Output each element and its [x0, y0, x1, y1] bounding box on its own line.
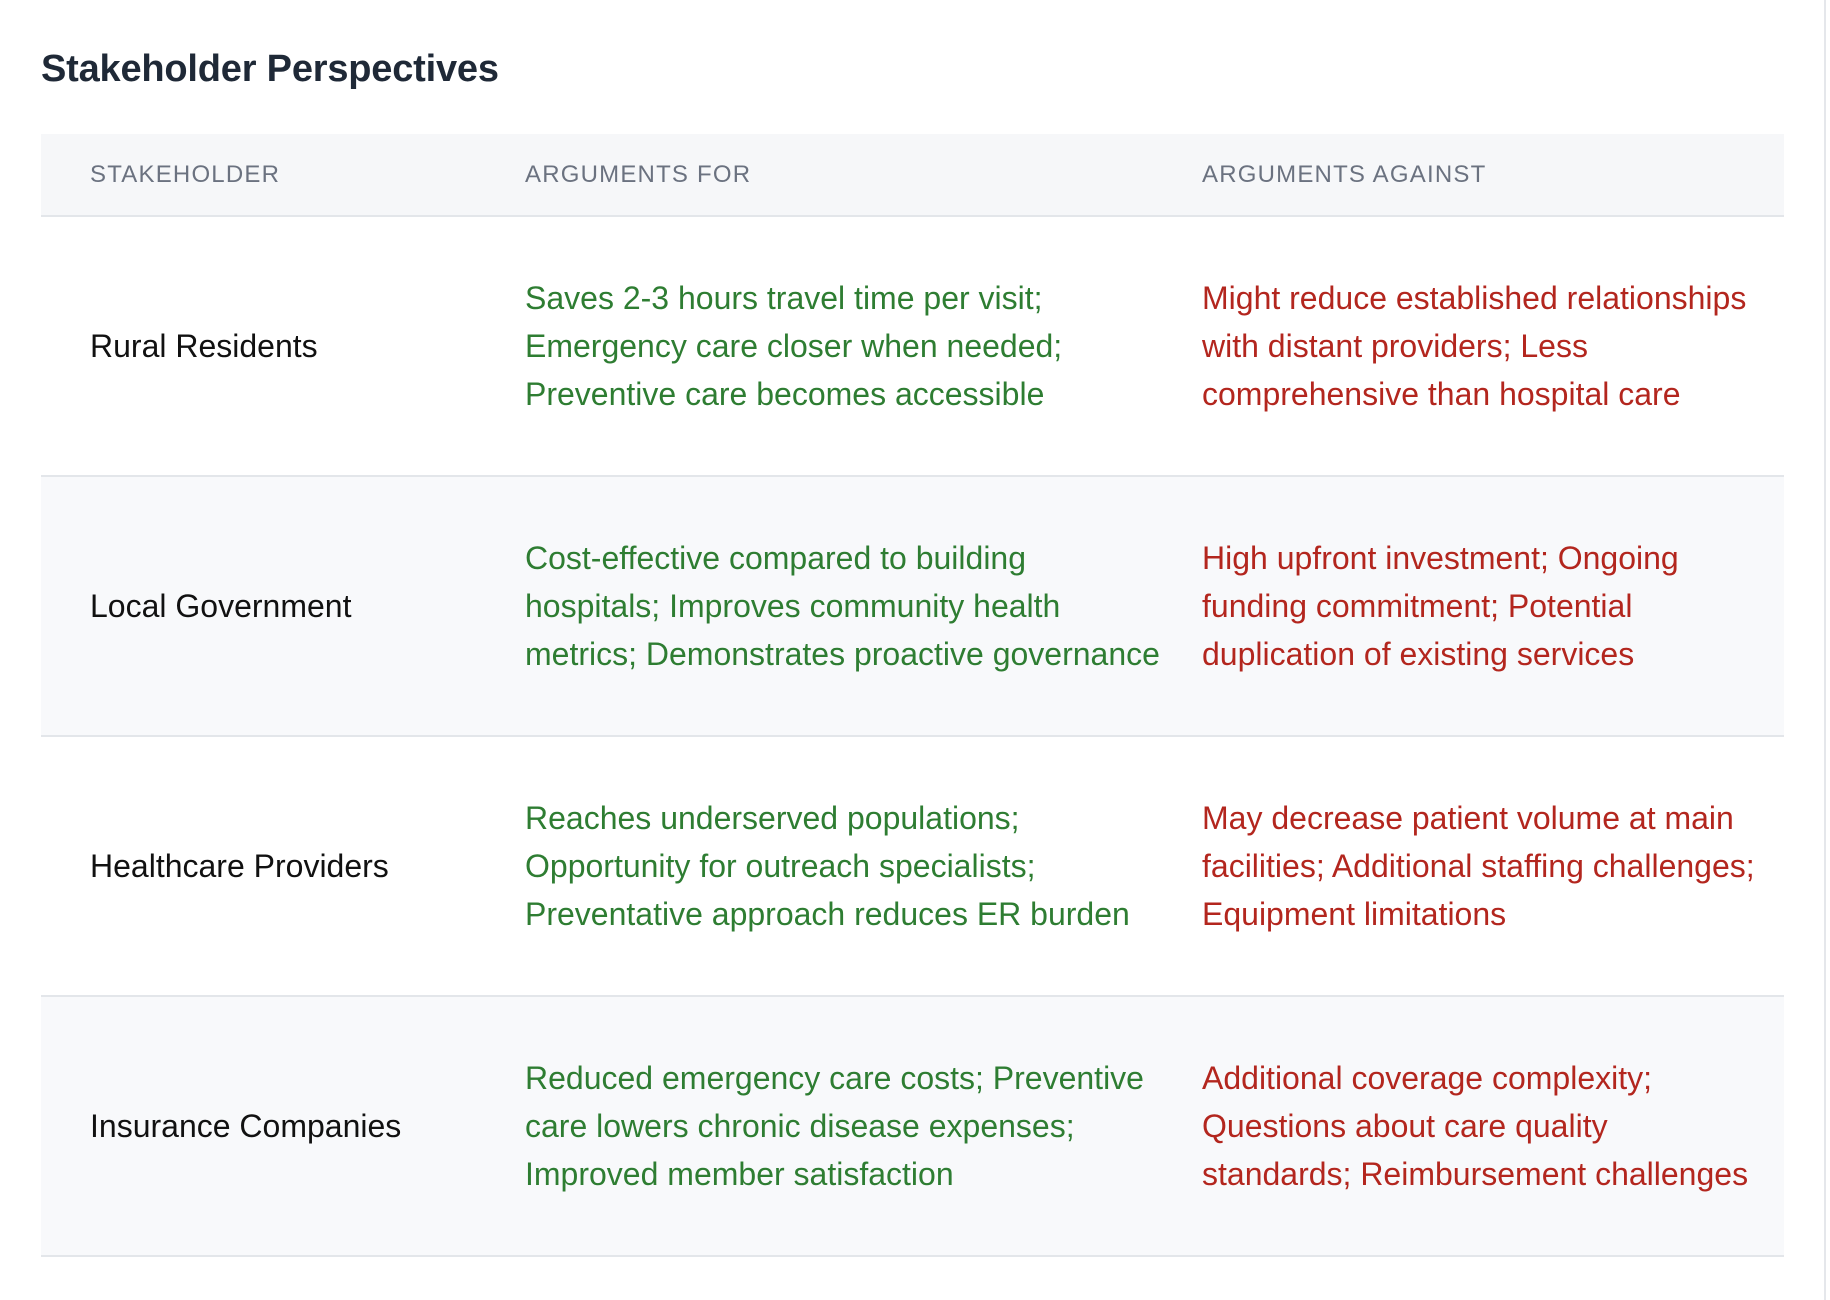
arguments-against-cell: High upfront investment; Ongoing funding… [1202, 477, 1762, 735]
card-border-right [1824, 0, 1826, 1300]
arguments-for-cell: Reaches underserved populations; Opportu… [525, 737, 1165, 995]
stakeholder-name: Local Government [90, 588, 352, 624]
arguments-for-text: Cost-effective compared to building hosp… [525, 540, 1160, 672]
stakeholder-cell: Insurance Companies [90, 997, 490, 1255]
table-row: Local Government Cost-effective compared… [41, 477, 1784, 737]
arguments-against-text: High upfront investment; Ongoing funding… [1202, 540, 1679, 672]
stakeholder-table: STAKEHOLDER ARGUMENTS FOR ARGUMENTS AGAI… [41, 134, 1784, 1257]
stakeholder-name: Healthcare Providers [90, 848, 389, 884]
arguments-for-text: Saves 2-3 hours travel time per visit; E… [525, 280, 1063, 412]
stakeholder-cell: Local Government [90, 477, 490, 735]
arguments-for-cell: Saves 2-3 hours travel time per visit; E… [525, 217, 1165, 475]
header-arguments-for: ARGUMENTS FOR [525, 161, 752, 188]
arguments-for-cell: Cost-effective compared to building hosp… [525, 477, 1165, 735]
page-title: Stakeholder Perspectives [41, 48, 499, 90]
arguments-for-cell: Reduced emergency care costs; Preventive… [525, 997, 1165, 1255]
table-header: STAKEHOLDER ARGUMENTS FOR ARGUMENTS AGAI… [41, 134, 1784, 217]
arguments-against-cell: May decrease patient volume at main faci… [1202, 737, 1762, 995]
arguments-against-text: Additional coverage complexity; Question… [1202, 1060, 1749, 1192]
table-row: Rural Residents Saves 2-3 hours travel t… [41, 217, 1784, 477]
arguments-against-cell: Might reduce established relationships w… [1202, 217, 1762, 475]
table-row: Healthcare Providers Reaches underserved… [41, 737, 1784, 997]
stakeholder-name: Rural Residents [90, 328, 318, 364]
arguments-for-text: Reaches underserved populations; Opportu… [525, 800, 1130, 932]
stakeholder-name: Insurance Companies [90, 1108, 402, 1144]
header-stakeholder: STAKEHOLDER [90, 161, 281, 188]
table-row: Insurance Companies Reduced emergency ca… [41, 997, 1784, 1257]
stakeholder-cell: Healthcare Providers [90, 737, 490, 995]
stakeholder-cell: Rural Residents [90, 217, 490, 475]
arguments-against-text: Might reduce established relationships w… [1202, 280, 1747, 412]
header-arguments-against: ARGUMENTS AGAINST [1202, 161, 1487, 188]
arguments-for-text: Reduced emergency care costs; Preventive… [525, 1060, 1144, 1192]
arguments-against-text: May decrease patient volume at main faci… [1202, 800, 1755, 932]
arguments-against-cell: Additional coverage complexity; Question… [1202, 997, 1762, 1255]
